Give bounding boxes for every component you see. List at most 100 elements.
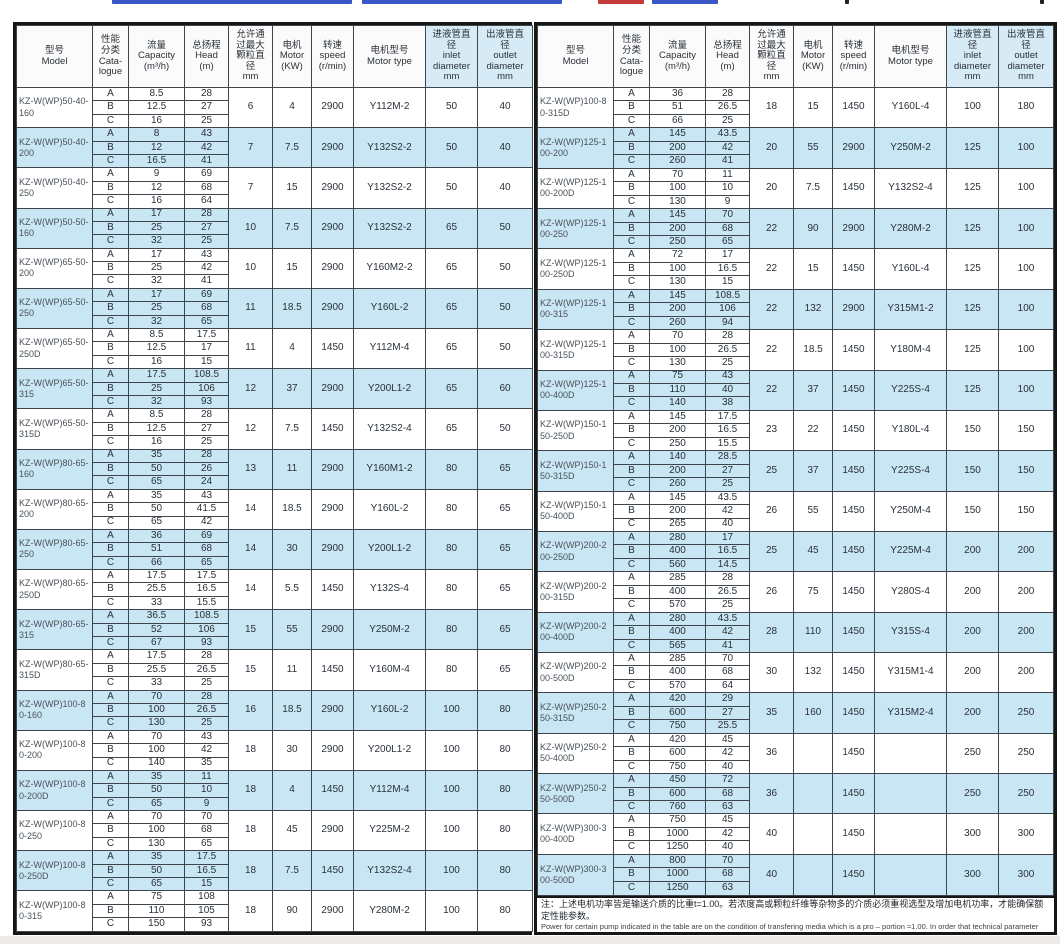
head-cell: 28	[184, 649, 229, 664]
speed-cell: 1450	[311, 408, 354, 450]
motor-kw-cell: 45	[272, 810, 312, 852]
inlet-cell: 100	[946, 86, 999, 129]
model-cell: KZ-W(WP)50-50-160	[16, 207, 93, 249]
capacity-cell: 1250	[649, 840, 706, 855]
capacity-cell: 200	[649, 504, 706, 519]
head-cell: 70	[705, 853, 750, 869]
table-row: KZ-W(WP)50-40-160 A 8.5 28 6 4 2900 Y112M-2 50 40	[16, 86, 533, 129]
particle-cell: 10	[228, 207, 273, 249]
catalogue-cell: B	[613, 826, 650, 842]
table-body-right: KZ-W(WP)100-80-315D A 36 28 18 15 1450 Y160L-4 1…	[537, 86, 1054, 897]
head-cell: 42	[705, 140, 750, 156]
inlet-cell: 65	[425, 207, 478, 249]
motor-type-cell: Y250M-2	[353, 609, 426, 651]
head-cell: 42	[705, 826, 750, 842]
capacity-cell: 130	[128, 836, 185, 852]
head-cell: 42	[705, 625, 750, 640]
head-cell: 15	[705, 275, 750, 290]
table-row: C 1250 40	[538, 840, 1054, 855]
model-cell: KZ-W(WP)300-300-400D	[537, 813, 614, 855]
catalogue-cell: B	[92, 461, 129, 477]
catalogue-cell: C	[92, 636, 129, 651]
catalogue-cell: C	[92, 515, 129, 530]
particle-cell: 20	[749, 127, 794, 169]
capacity-cell: 8	[128, 127, 185, 142]
table-row: B 25.5 16.5	[17, 582, 533, 597]
catalogue-cell: B	[92, 180, 129, 196]
col-header-inlet: 进液管直 径 inlet diameter mm	[425, 25, 478, 88]
model-cell: KZ-W(WP)80-65-160	[16, 448, 93, 490]
catalogue-cell: B	[613, 100, 650, 115]
speed-cell: 2900	[311, 810, 354, 852]
capacity-cell: 560	[649, 557, 706, 573]
particle-cell: 14	[228, 528, 273, 571]
footnote-chinese: 注：上述电机功率皆是输送介质的比重t=1.00。若浓度高或颗粒纤维等杂物多的介质…	[541, 899, 1044, 921]
head-cell: 26.5	[705, 584, 750, 600]
head-cell: 25	[705, 356, 750, 371]
catalogue-cell: A	[92, 769, 129, 785]
head-cell: 26	[184, 461, 229, 477]
motor-kw-cell: 160	[793, 692, 833, 734]
head-cell: 16.5	[184, 863, 229, 879]
col-header-capacity: 流量 Capacity (m³/h)	[128, 25, 185, 88]
motor-kw-cell: 110	[793, 611, 833, 654]
speed-cell: 2900	[311, 528, 354, 571]
inlet-cell: 100	[425, 890, 478, 932]
capacity-cell: 140	[649, 450, 706, 465]
catalogue-cell: C	[92, 796, 129, 812]
catalogue-cell: C	[92, 555, 129, 571]
head-cell: 40	[705, 517, 750, 532]
model-cell: KZ-W(WP)125-100-315D	[537, 329, 614, 371]
head-cell: 108.5	[184, 368, 229, 383]
outlet-cell: 80	[477, 850, 533, 892]
catalogue-cell: C	[613, 517, 650, 532]
head-cell: 35	[184, 756, 229, 771]
particle-cell: 18	[228, 810, 273, 852]
capacity-cell: 130	[649, 356, 706, 371]
catalogue-cell: C	[613, 880, 650, 897]
catalogue-cell: A	[613, 530, 650, 546]
capacity-cell: 65	[128, 877, 185, 892]
table-row: KZ-W(WP)50-40-250 A 9 69 7 15 2900 Y132S2-2 50 40	[16, 167, 533, 209]
motor-kw-cell: 37	[793, 450, 833, 492]
catalogue-cell: C	[613, 840, 650, 855]
catalogue-cell: A	[613, 167, 650, 183]
capacity-cell: 450	[649, 773, 706, 788]
inlet-cell: 80	[425, 528, 478, 571]
catalogue-cell: C	[613, 638, 650, 654]
inlet-cell: 150	[946, 409, 999, 452]
table-row: KZ-W(WP)125-100-315 A 145 108.5 22 132 2900 Y31…	[537, 288, 1054, 331]
head-cell: 63	[705, 880, 750, 897]
motor-kw-cell: 132	[793, 652, 833, 694]
capacity-cell: 260	[649, 315, 706, 331]
motor-type-cell: Y160L-4	[874, 248, 947, 290]
col-header-outlet: 出液管直 径 outlet diameter mm	[998, 25, 1054, 88]
motor-kw-cell	[793, 773, 833, 815]
table-row: B 50 16.5	[17, 863, 533, 879]
capacity-cell: 36	[128, 528, 185, 544]
capacity-cell: 285	[649, 652, 706, 667]
outlet-cell: 40	[477, 167, 533, 209]
motor-kw-cell: 11	[272, 649, 312, 691]
capacity-cell: 145	[649, 208, 706, 223]
outlet-cell: 100	[998, 167, 1054, 210]
capacity-cell: 200	[649, 140, 706, 156]
motor-kw-cell: 30	[272, 528, 312, 571]
particle-cell: 13	[228, 448, 273, 490]
motor-type-cell: Y160L-2	[353, 287, 426, 330]
table-row: KZ-W(WP)300-300-500D A 800 70 40 1450 300 300	[537, 853, 1054, 897]
table-row: C 16.5 41	[17, 153, 533, 169]
capacity-cell: 33	[128, 676, 185, 691]
catalogue-cell: C	[92, 314, 129, 330]
table-row: C 565 41	[538, 638, 1054, 654]
head-cell: 26.5	[705, 342, 750, 358]
table-row: C 140 35	[17, 756, 533, 771]
catalogue-cell: C	[92, 475, 129, 490]
head-cell: 68	[184, 180, 229, 196]
capacity-cell: 145	[649, 490, 706, 506]
inlet-cell: 80	[425, 488, 478, 530]
catalogue-cell: A	[92, 569, 129, 584]
capacity-cell: 750	[649, 759, 706, 775]
table-row: KZ-W(WP)250-250-315D A 420 29 35 160 1450 Y315M…	[537, 692, 1054, 734]
table-row: B 25 68	[17, 301, 533, 316]
